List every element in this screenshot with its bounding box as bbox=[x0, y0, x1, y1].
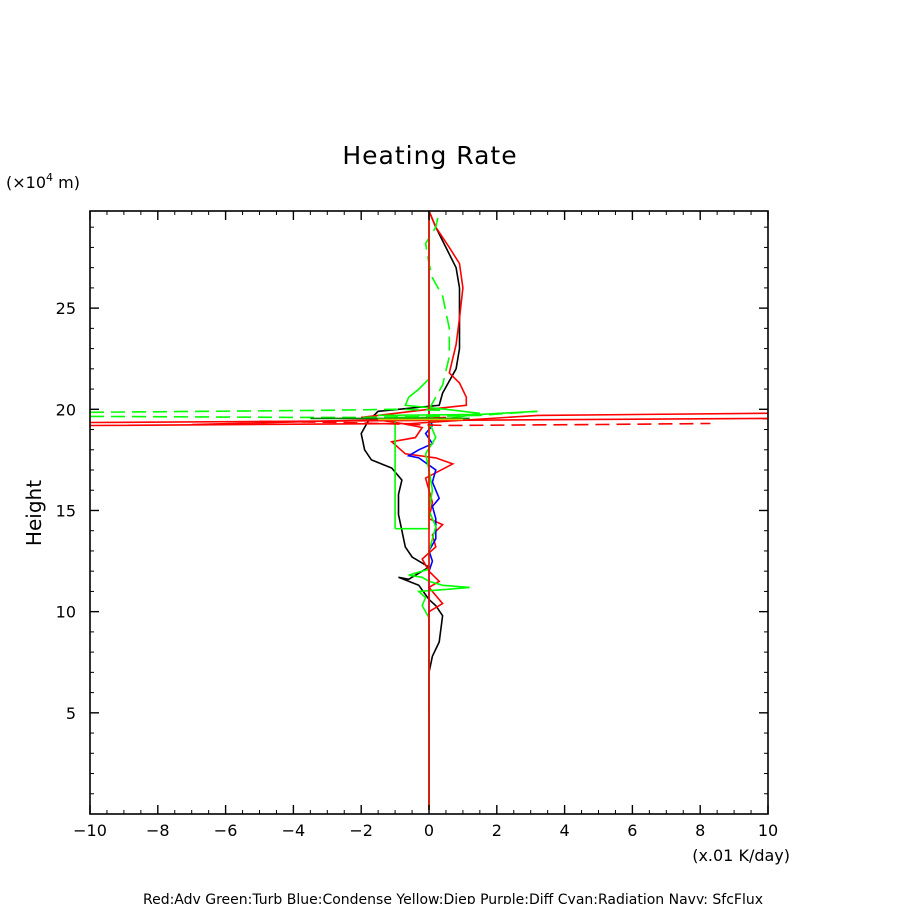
series-line-3 bbox=[404, 211, 480, 810]
series-line-12 bbox=[89, 410, 538, 419]
y-tick-label: 10 bbox=[56, 603, 76, 622]
x-tick-label: −6 bbox=[214, 821, 238, 840]
series-line-1 bbox=[361, 210, 468, 709]
chart-title: Heating Rate bbox=[342, 141, 517, 170]
y-tick-label: 15 bbox=[56, 501, 76, 520]
series-line-14 bbox=[378, 410, 538, 417]
x-tick-label: 8 bbox=[695, 821, 705, 840]
series-line-5 bbox=[424, 210, 451, 410]
x-tick-label: 6 bbox=[627, 821, 637, 840]
x-unit-label: (x.01 K/day) bbox=[692, 846, 790, 865]
series-layer bbox=[89, 210, 769, 810]
series-line-8 bbox=[89, 412, 769, 427]
series-line-7 bbox=[89, 417, 769, 424]
x-tick-label: −8 bbox=[146, 821, 170, 840]
x-tick-label: 2 bbox=[492, 821, 502, 840]
x-tick-label: −10 bbox=[73, 821, 107, 840]
x-tick-label: 4 bbox=[560, 821, 570, 840]
series-line-2 bbox=[406, 211, 441, 810]
y-tick-label: 20 bbox=[56, 400, 76, 419]
series-line-4 bbox=[394, 416, 430, 530]
x-tick-label: −2 bbox=[349, 821, 373, 840]
y-axis-label: Height bbox=[22, 480, 46, 546]
y-tick-label: 5 bbox=[66, 704, 76, 723]
legend-text: Red:Adv Green:Turb Blue:Condense Yellow:… bbox=[143, 892, 763, 904]
x-tick-label: −4 bbox=[282, 821, 306, 840]
series-line-11 bbox=[89, 408, 446, 414]
y-tick-label: 25 bbox=[56, 299, 76, 318]
tick-layer: −10 −8 −6 −4 −2 0 2 4 6 8 10 5 10 15 20 25 bbox=[56, 211, 778, 840]
x-tick-label: 0 bbox=[424, 821, 434, 840]
y-unit-label: (×104 m) bbox=[6, 171, 80, 192]
series-line-0 bbox=[360, 210, 461, 810]
plot-frame bbox=[89, 210, 769, 815]
x-tick-label: 10 bbox=[758, 821, 778, 840]
